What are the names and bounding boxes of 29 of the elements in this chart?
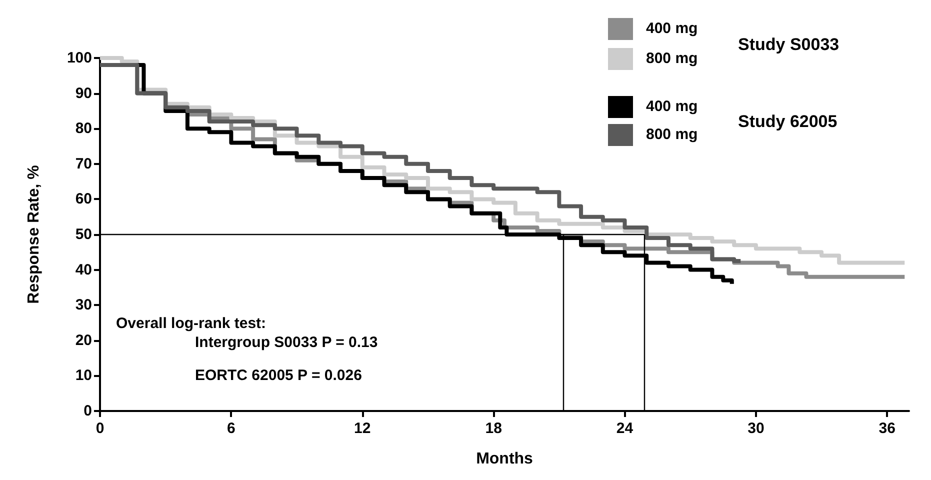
x-tick-label: 18	[485, 420, 502, 437]
annotation: Intergroup S0033 P = 0.13	[195, 334, 378, 351]
legend-label: 800 mg	[646, 126, 698, 143]
y-tick-label: 60	[75, 190, 92, 208]
y-tick-label: 30	[75, 296, 92, 314]
y-tick-label: 40	[75, 261, 92, 278]
y-tick-label: 100	[66, 50, 92, 66]
annotation: Overall log-rank test:	[116, 315, 266, 332]
legend-label: 400 mg	[646, 98, 698, 115]
y-tick-label: 90	[75, 84, 92, 102]
text: Study S0033	[738, 35, 840, 54]
y-tick-label: 20	[75, 332, 92, 349]
x-tick-label: 12	[354, 420, 371, 437]
y-tick-label: 10	[75, 367, 92, 384]
x-tick-label: 0	[96, 420, 104, 437]
annotation: Study 62005	[738, 112, 838, 131]
y-tick-label: 80	[75, 120, 92, 138]
y-axis-title: Response Rate, %	[26, 165, 42, 304]
y-tick-label: 70	[75, 155, 92, 172]
legend-label: 400 mg	[646, 20, 698, 37]
y-tick-label: 50	[75, 226, 92, 243]
y-tick-label: 0	[84, 402, 92, 420]
x-tick-label: 30	[748, 420, 764, 437]
annotation: EORTC 62005 P = 0.026	[195, 367, 362, 384]
x-tick-label: 24	[616, 420, 634, 437]
x-tick-label: 6	[227, 420, 236, 437]
legend-label: 800 mg	[646, 50, 698, 67]
x-axis-title: Months	[476, 450, 534, 468]
x-tick-label: 36	[878, 420, 896, 437]
